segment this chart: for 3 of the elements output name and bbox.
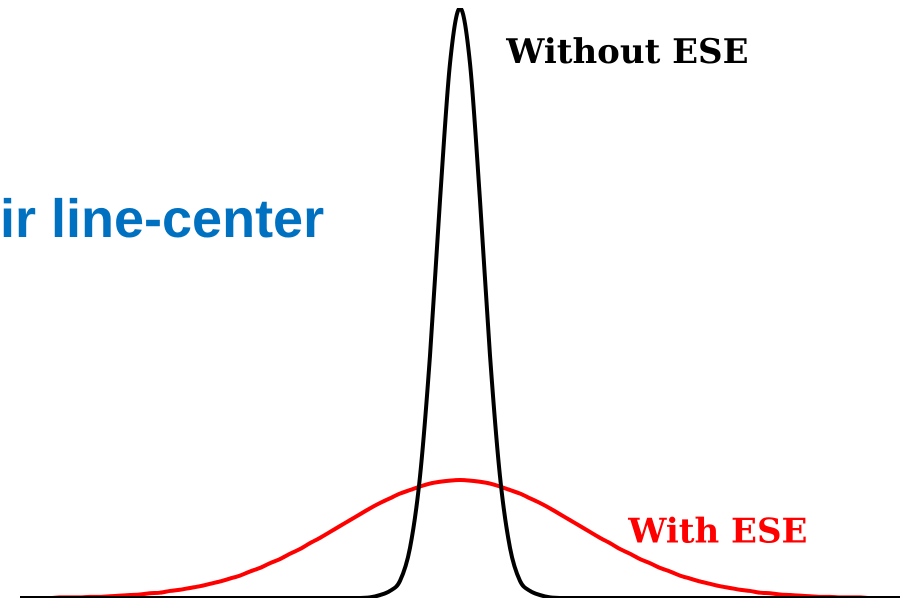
series-label: With ESE bbox=[627, 511, 808, 552]
series-label: Without ESE bbox=[505, 32, 748, 72]
annotation: ir line-center bbox=[0, 188, 324, 250]
